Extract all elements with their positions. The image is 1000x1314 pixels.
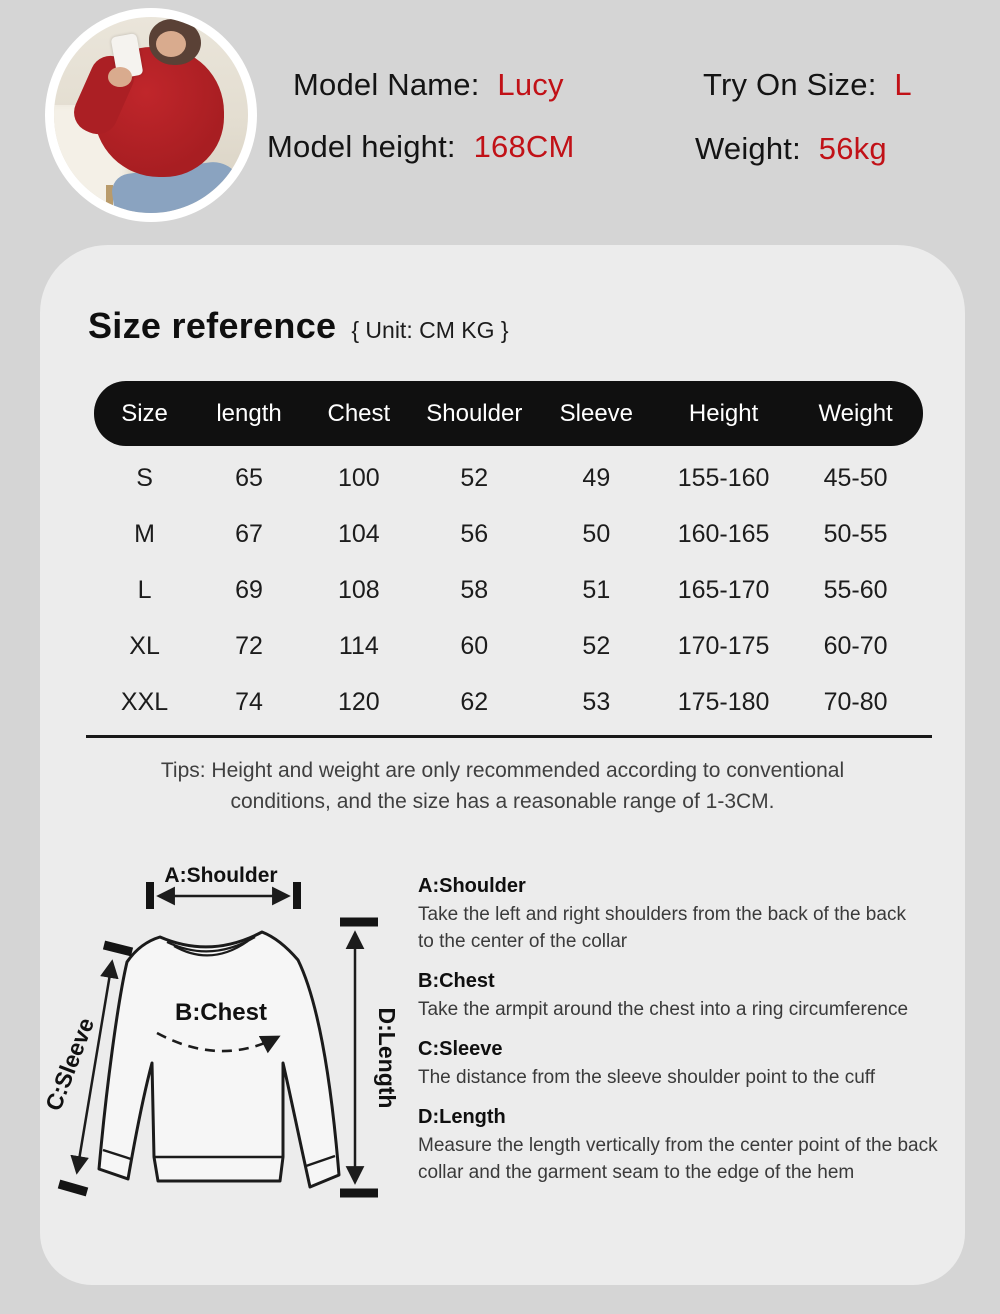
page-title: Size reference <box>88 305 337 346</box>
table-cell: 50 <box>582 519 611 548</box>
definition-desc: Measure the length vertically from the c… <box>418 1135 938 1183</box>
diagram-label-a: A:Shoulder <box>164 864 277 887</box>
photo-chair-leg <box>106 185 113 213</box>
weight-line: Weight: 56kg <box>695 131 887 167</box>
definition-term: A:Shoulder <box>418 875 526 897</box>
column-header: Size <box>121 399 168 427</box>
table-cell: M <box>134 519 155 548</box>
table-cell: 60 <box>460 631 489 660</box>
try-on-size-line: Try On Size: L <box>703 67 912 103</box>
photo-hand-shape <box>108 67 132 87</box>
model-photo <box>45 8 257 222</box>
measurement-diagram: A:Shoulder C:Sleeve D:Length B:Chest <box>40 845 450 1230</box>
table-cell: XXL <box>120 687 169 716</box>
definition-desc: The distance from the sleeve shoulder po… <box>418 1067 875 1088</box>
table-row: M 67 104 56 50 160-165 50-55 <box>94 506 923 562</box>
table-cell: 114 <box>338 631 379 660</box>
size-reference-card: Size reference { Unit: CM KG } Size leng… <box>40 245 965 1285</box>
table-cell: 108 <box>337 575 380 604</box>
tips-line-1: Tips: Height and weight are only recomme… <box>160 759 845 782</box>
definition-item: A:Shoulder Take the left and right shoul… <box>418 875 966 955</box>
sweatshirt-diagram-svg: A:Shoulder C:Sleeve D:Length B:Chest <box>40 864 400 1198</box>
tips-line-2: conditions, and the size has a reasonabl… <box>230 790 775 813</box>
table-cell: 175-180 <box>677 687 770 716</box>
table-cell: 45-50 <box>823 463 888 492</box>
column-header: length <box>216 399 282 427</box>
table-row: XL 72 114 60 52 170-175 60-70 <box>94 618 923 674</box>
model-height-value: 168CM <box>473 129 575 164</box>
table-cell: 55-60 <box>823 575 888 604</box>
diagram-label-d: D:Length <box>374 1008 400 1109</box>
model-name-line: Model Name: Lucy <box>293 67 564 103</box>
card-title: Size reference { Unit: CM KG } <box>88 305 509 347</box>
try-on-size-label: Try On Size: <box>703 67 877 102</box>
diagram-label-b: B:Chest <box>175 999 267 1026</box>
table-cell: 53 <box>582 687 611 716</box>
table-cell: 52 <box>582 631 611 660</box>
table-cell: 74 <box>235 687 263 716</box>
weight-label: Weight: <box>695 131 801 166</box>
table-cell: 160-165 <box>677 519 770 548</box>
table-cell: 60-70 <box>823 631 888 660</box>
table-row: L 69 108 58 51 165-170 55-60 <box>94 562 923 618</box>
model-photo-scene <box>54 17 248 213</box>
definition-item: C:Sleeve The distance from the sleeve sh… <box>418 1038 966 1091</box>
measurement-definitions: A:Shoulder Take the left and right shoul… <box>418 875 966 1201</box>
weight-value: 56kg <box>818 131 887 166</box>
size-table-header: Size length Chest Shoulder Sleeve Height… <box>94 381 923 446</box>
table-cell: 104 <box>337 519 380 548</box>
tips-text: Tips: Height and weight are only recomme… <box>40 755 965 817</box>
table-cell: 56 <box>460 519 489 548</box>
table-cell: S <box>136 463 153 492</box>
table-cell: 67 <box>235 519 263 548</box>
right-cuff-line <box>305 1154 336 1168</box>
table-cell: XL <box>129 631 160 660</box>
table-cell: 51 <box>582 575 611 604</box>
table-cell: 72 <box>235 631 263 660</box>
model-name-value: Lucy <box>497 67 564 102</box>
column-header: Height <box>688 399 759 427</box>
definition-term: C:Sleeve <box>418 1038 503 1060</box>
column-header: Sleeve <box>559 399 634 427</box>
definition-term: B:Chest <box>418 970 495 992</box>
table-cell: 69 <box>235 575 263 604</box>
table-cell: 62 <box>460 687 489 716</box>
sleeve-arrow <box>70 959 119 1175</box>
column-header: Chest <box>327 399 391 427</box>
model-height-line: Model height: 168CM <box>267 129 575 165</box>
definition-term: D:Length <box>418 1106 506 1128</box>
model-height-label: Model height: <box>267 129 456 164</box>
table-cell: 165-170 <box>677 575 770 604</box>
table-cell: 155-160 <box>677 463 770 492</box>
try-on-size-value: L <box>894 67 912 102</box>
photo-face-shape <box>156 31 186 57</box>
definition-desc: Take the armpit around the chest into a … <box>418 999 909 1020</box>
table-cell: L <box>137 575 152 604</box>
definition-item: B:Chest Take the armpit around the chest… <box>418 970 966 1023</box>
c-end-bar-bottom <box>57 1179 89 1197</box>
table-cell: 70-80 <box>823 687 888 716</box>
c-end-bar-top <box>102 940 134 957</box>
column-header: Weight <box>818 399 893 427</box>
definition-desc: Take the left and right shoulders from t… <box>418 904 906 952</box>
table-cell: 58 <box>460 575 489 604</box>
unit-note: { Unit: CM KG } <box>351 317 509 343</box>
table-cell: 170-175 <box>677 631 770 660</box>
table-cell: 52 <box>460 463 489 492</box>
table-cell: 100 <box>337 463 380 492</box>
table-cell: 49 <box>582 463 611 492</box>
table-cell: 65 <box>235 463 263 492</box>
sweatshirt-outline <box>97 930 341 1189</box>
table-row: S 65 100 52 49 155-160 45-50 <box>94 450 923 506</box>
column-header: Shoulder <box>426 399 523 427</box>
size-table-body: S 65 100 52 49 155-160 45-50 M 67 104 56… <box>94 450 923 730</box>
table-row: XXL 74 120 62 53 175-180 70-80 <box>94 674 923 730</box>
collar-rib-line-2 <box>173 940 249 957</box>
table-bottom-divider <box>86 735 932 738</box>
model-name-label: Model Name: <box>293 67 480 102</box>
table-cell: 120 <box>337 687 380 716</box>
definition-item: D:Length Measure the length vertically f… <box>418 1106 966 1186</box>
table-cell: 50-55 <box>823 519 888 548</box>
